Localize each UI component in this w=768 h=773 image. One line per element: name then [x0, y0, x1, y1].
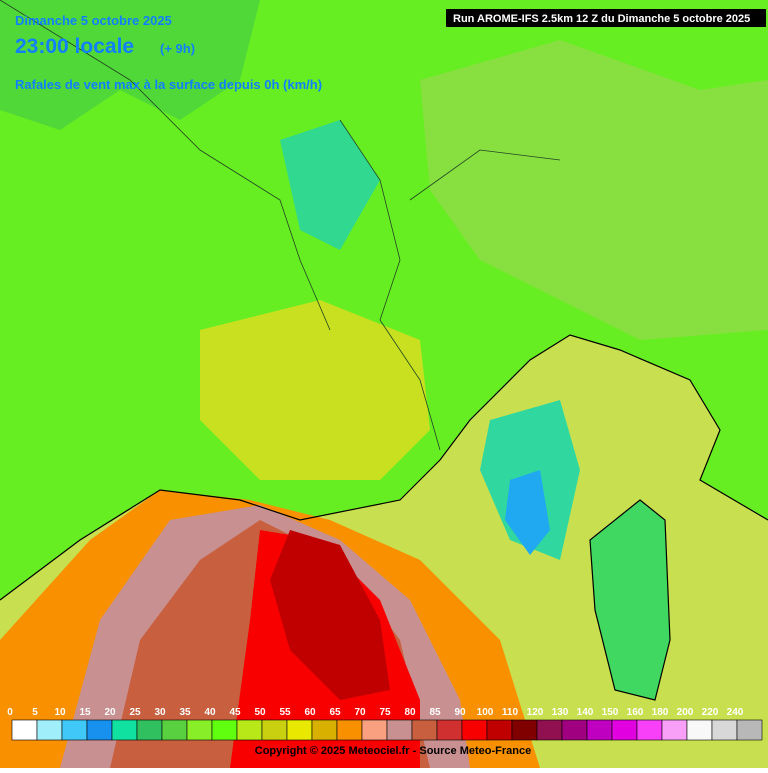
- coastline: [0, 334, 768, 701]
- legend-swatch: [186, 719, 213, 741]
- legend: 0 5 10 15 20 25 30 35 40 45 50 55 60 65 70 75 80 85 90 100 1…: [7, 707, 763, 741]
- legend-label: 220: [702, 707, 719, 718]
- legend-label: 90: [454, 707, 466, 718]
- land-shade: [0, 0, 260, 130]
- legend-label: 110: [502, 707, 519, 718]
- legend-swatch: [161, 719, 188, 741]
- legend-swatch: [361, 719, 388, 741]
- legend-label: 55: [279, 707, 291, 718]
- jura: [280, 120, 380, 250]
- legend-label: 60: [304, 707, 316, 718]
- legend-label: 35: [179, 707, 191, 718]
- legend-swatch: [611, 719, 638, 741]
- legend-label: 130: [552, 707, 569, 718]
- legend-swatch: [461, 719, 488, 741]
- legend-swatch: [11, 719, 38, 741]
- legend-swatch: [386, 719, 413, 741]
- legend-label: 75: [379, 707, 391, 718]
- legend-swatch: [686, 719, 713, 741]
- legend-label: 65: [329, 707, 341, 718]
- legend-swatch: [236, 719, 263, 741]
- legend-label: 25: [129, 707, 141, 718]
- legend-label: 30: [154, 707, 166, 718]
- date: Dimanche 5 octobre 2025: [15, 13, 172, 28]
- legend-swatch: [286, 719, 313, 741]
- legend-swatch: [586, 719, 613, 741]
- legend-swatch: [661, 719, 688, 741]
- legend-swatch: [261, 719, 288, 741]
- alps: [420, 40, 768, 340]
- legend-label: 160: [627, 707, 644, 718]
- cevennes: [200, 300, 430, 480]
- legend-swatch: [436, 719, 463, 741]
- legend-label: 200: [677, 707, 694, 718]
- legend-label: 150: [602, 707, 619, 718]
- time: 23:00 locale: [15, 35, 134, 58]
- legend-label: 15: [79, 707, 91, 718]
- legend-swatch: [136, 719, 163, 741]
- legend-label: 45: [229, 707, 241, 718]
- borders: [0, 0, 561, 451]
- legend-label: 80: [404, 707, 416, 718]
- legend-swatch: [211, 719, 238, 741]
- run: Run AROME-IFS 2.5km 12 Z du Dimanche 5 o…: [453, 13, 750, 25]
- legend-label: 50: [254, 707, 266, 718]
- legend-swatch: [486, 719, 513, 741]
- legend-label: 100: [477, 707, 494, 718]
- legend-swatch: [336, 719, 363, 741]
- legend-label: 240: [727, 707, 744, 718]
- legend-swatch: [711, 719, 738, 741]
- legend-swatch: [511, 719, 538, 741]
- gust-100: [270, 530, 390, 700]
- legend-swatch: [86, 719, 113, 741]
- legend-label: 140: [577, 707, 594, 718]
- legend-swatch: [311, 719, 338, 741]
- legend-swatch: [411, 719, 438, 741]
- legend-label: 180: [652, 707, 669, 718]
- legend-swatch: [736, 719, 763, 741]
- corsica: [590, 500, 670, 700]
- legend-label: 85: [429, 707, 441, 718]
- legend-swatch: [536, 719, 563, 741]
- legend-label: 10: [54, 707, 66, 718]
- legend-label: 120: [527, 707, 544, 718]
- legend-label: 40: [204, 707, 216, 718]
- legend-swatch: [111, 719, 138, 741]
- legend-swatch: [636, 719, 663, 741]
- legend-swatch: [561, 719, 588, 741]
- subtitle: Rafales de vent max à la surface depuis …: [15, 77, 322, 92]
- legend-label: 5: [32, 707, 38, 718]
- offset: (+ 9h): [160, 41, 195, 56]
- legend-label: 70: [354, 707, 366, 718]
- copyright: Copyright © 2025 Meteociel.fr - Source M…: [255, 745, 531, 757]
- legend-swatch: [36, 719, 63, 741]
- legend-label: 20: [104, 707, 116, 718]
- legend-swatch: [61, 719, 88, 741]
- legend-label: 0: [7, 707, 13, 718]
- run-box: [446, 9, 766, 27]
- sea-calm-core: [505, 470, 550, 555]
